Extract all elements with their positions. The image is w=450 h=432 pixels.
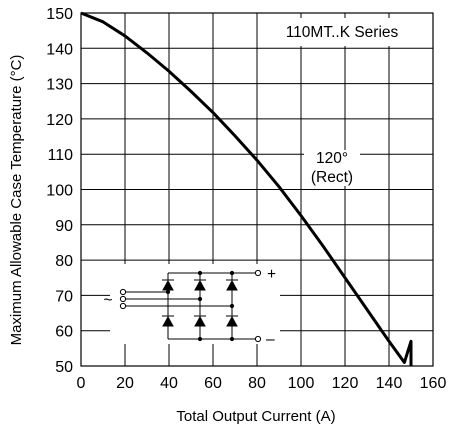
diode-lower-2 bbox=[194, 315, 206, 327]
x-tick-label: 40 bbox=[160, 375, 178, 392]
y-tick-label: 110 bbox=[47, 147, 73, 164]
diode-lower-3 bbox=[226, 315, 238, 327]
curve-annotation: 120° (Rect) bbox=[304, 150, 360, 186]
ac-symbol: ~ bbox=[103, 292, 112, 309]
curve-label-type: (Rect) bbox=[311, 169, 353, 186]
plot-frame bbox=[80, 12, 434, 367]
y-tick-label: 60 bbox=[55, 324, 73, 341]
y-tick-label: 100 bbox=[46, 183, 73, 200]
x-tick-label: 120 bbox=[332, 375, 359, 392]
y-tick-label: 130 bbox=[46, 77, 73, 94]
y-tick-label: 90 bbox=[55, 218, 73, 235]
diode-upper-1 bbox=[162, 279, 174, 291]
x-tick-label: 20 bbox=[116, 375, 134, 392]
y-tick-label: 140 bbox=[46, 41, 73, 58]
x-tick-label: 100 bbox=[288, 375, 315, 392]
x-axis-title: Total Output Current (A) bbox=[176, 408, 335, 425]
grid bbox=[81, 13, 433, 366]
dc-minus-label: – bbox=[266, 331, 275, 348]
y-tick-label: 50 bbox=[55, 359, 73, 376]
tick-labels: 0 20 40 60 80 100 120 140 160 50 60 70 80 90 100 110 120… bbox=[46, 6, 446, 392]
y-axis-title: Maximum Allowable Case Temperature (°C) bbox=[8, 55, 25, 346]
y-tick-label: 70 bbox=[55, 288, 73, 305]
diode-upper-2 bbox=[194, 279, 206, 291]
x-tick-label: 60 bbox=[204, 375, 222, 392]
bridge-rectifier-schematic bbox=[110, 264, 280, 344]
series-layer bbox=[80, 11, 413, 366]
diode-lower-1 bbox=[162, 315, 174, 327]
x-tick-label: 140 bbox=[376, 375, 403, 392]
diode-upper-3 bbox=[226, 279, 238, 291]
series-label-box: 110MT..K Series bbox=[271, 18, 414, 46]
x-tick-label: 80 bbox=[248, 375, 266, 392]
y-tick-label: 150 bbox=[46, 6, 73, 23]
y-tick-label: 120 bbox=[46, 112, 73, 129]
dc-plus-label: + bbox=[267, 266, 276, 283]
series-label: 110MT..K Series bbox=[286, 24, 399, 41]
series-line bbox=[80, 11, 413, 366]
x-tick-label: 160 bbox=[420, 375, 447, 392]
y-tick-label: 80 bbox=[55, 253, 73, 270]
curve-label-angle: 120° bbox=[316, 150, 348, 167]
x-tick-label: 0 bbox=[77, 375, 86, 392]
